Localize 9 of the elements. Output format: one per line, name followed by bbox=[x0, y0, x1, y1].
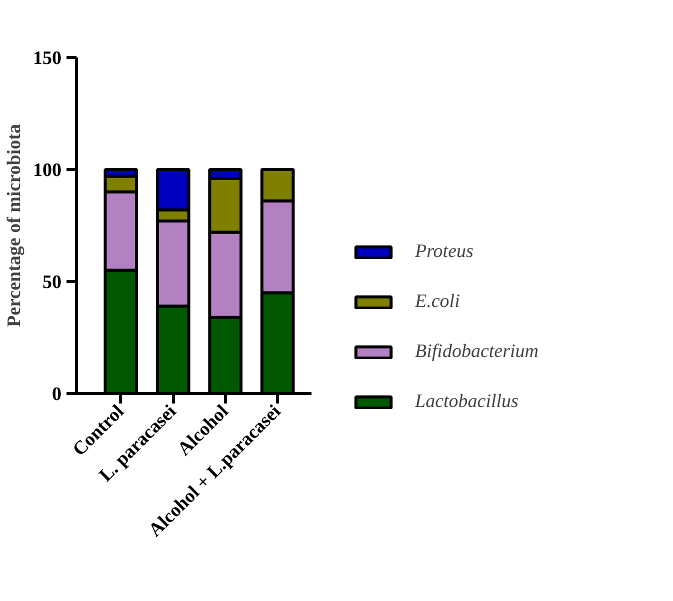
y-axis-title: Percentage of microbiota bbox=[4, 124, 25, 327]
legend-label: Bifidobacterium bbox=[415, 341, 538, 363]
y-tick-label: 150 bbox=[33, 48, 62, 69]
legend-label: E.coli bbox=[415, 291, 460, 313]
legend-label: Lactobacillus bbox=[415, 391, 518, 413]
y-tick-label: 0 bbox=[52, 384, 62, 405]
legend-label: Proteus bbox=[415, 241, 474, 263]
y-tick-label: 100 bbox=[33, 160, 62, 181]
y-tick-label: 50 bbox=[42, 272, 62, 293]
